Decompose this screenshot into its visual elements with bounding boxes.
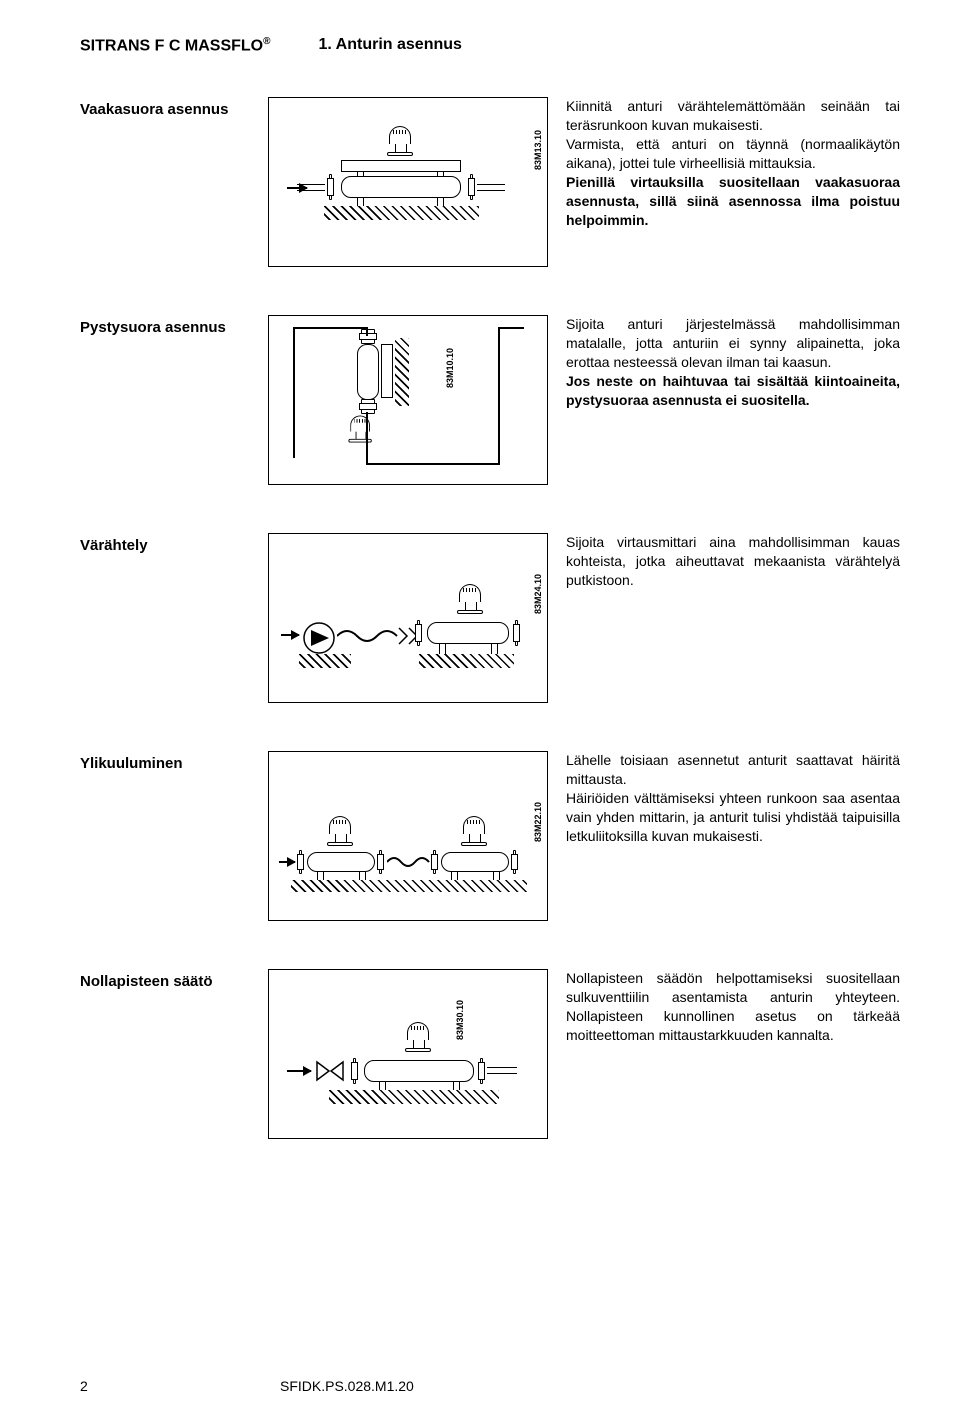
flange	[511, 854, 518, 870]
sensor-tube	[307, 852, 375, 872]
pump-icon	[301, 620, 337, 656]
figure-wrap: 83M24.10	[268, 533, 548, 703]
hatch-icon	[324, 206, 479, 220]
flange-left	[327, 178, 334, 196]
sensor-tube	[441, 852, 509, 872]
hatch-icon	[329, 1090, 499, 1104]
figure-horizontal: 83M13.10	[268, 97, 548, 267]
figure-crosstalk: 83M22.10	[268, 751, 548, 921]
sensor-head-icon	[389, 126, 413, 156]
page: SITRANS F C MASSFLO® 1. Anturin asennus …	[0, 0, 960, 1416]
flow-arrow-icon	[287, 1070, 311, 1072]
pipe-out	[487, 1067, 517, 1074]
hatch-icon	[291, 880, 527, 892]
section-label: Vaakasuora asennus	[80, 97, 250, 267]
registered-mark: ®	[263, 36, 270, 47]
desc-text: Nollapisteen säädön helpottamiseksi suos…	[566, 969, 900, 1045]
sensor-tube	[341, 176, 461, 198]
support-leg	[439, 644, 446, 654]
sensor-tube	[427, 622, 509, 644]
flex-pipe-icon	[337, 626, 417, 646]
section-description: Nollapisteen säädön helpottamiseksi suos…	[566, 969, 900, 1139]
section-label: Pystysuora asennus	[80, 315, 250, 485]
section-crosstalk: Ylikuuluminen 83M22.10	[80, 751, 900, 921]
page-number: 2	[80, 1378, 280, 1394]
section-description: Sijoita virtausmittari aina mahdollisimm…	[566, 533, 900, 703]
support-leg	[453, 1082, 460, 1090]
figure-code: 83M30.10	[455, 1000, 465, 1040]
desc-text: Sijoita anturi järjestelmässä mahdollisi…	[566, 315, 900, 372]
flex-coupling-icon	[387, 854, 431, 876]
product-name: SITRANS F C MASSFLO®	[80, 36, 270, 55]
section-label: Värähtely	[80, 533, 250, 703]
section-label: Ylikuuluminen	[80, 751, 250, 921]
sensor-head-icon	[459, 584, 483, 614]
desc-text: Pienillä virtauksilla suositellaan vaaka…	[566, 173, 900, 230]
figure-wrap: 83M22.10	[268, 751, 548, 921]
section-zero: Nollapisteen säätö 83M30.10	[80, 969, 900, 1139]
page-header: SITRANS F C MASSFLO® 1. Anturin asennus	[80, 36, 900, 55]
figure-code: 83M22.10	[533, 802, 543, 842]
flange-right	[513, 624, 520, 642]
hatch-icon	[419, 654, 514, 668]
figure-wrap: 83M10.10	[268, 315, 548, 485]
sensor-tube	[364, 1060, 474, 1082]
section-description: Lähelle toisiaan asennetut anturit saatt…	[566, 751, 900, 921]
figure-wrap: 83M30.10	[268, 969, 548, 1139]
chapter-title: 1. Anturin asennus	[318, 36, 461, 55]
flow-arrow-icon	[281, 634, 299, 636]
support-leg	[491, 644, 498, 654]
sensor-head-icon	[407, 1022, 431, 1052]
desc-text: Varmista, että anturi on täynnä (normaal…	[566, 135, 900, 173]
hatch-icon	[299, 654, 351, 668]
flange-left	[415, 624, 422, 642]
desc-text: Jos neste on haihtuvaa tai sisältää kiin…	[566, 372, 900, 410]
figure-vertical: 83M10.10	[268, 315, 548, 485]
sensor-head-icon	[463, 816, 487, 846]
flange	[377, 854, 384, 870]
section-description: Kiinnitä anturi värähtelemättömään seinä…	[566, 97, 900, 267]
figure-code: 83M13.10	[533, 130, 543, 170]
section-description: Sijoita anturi järjestelmässä mahdollisi…	[566, 315, 900, 485]
document-id: SFIDK.PS.028.M1.20	[280, 1378, 414, 1394]
section-horizontal: Vaakasuora asennus 83M13.10	[80, 97, 900, 267]
desc-text: Kiinnitä anturi värähtelemättömään seinä…	[566, 97, 900, 135]
flange-left	[351, 1062, 358, 1080]
flow-arrow-icon	[279, 861, 295, 863]
flange	[431, 854, 438, 870]
section-vertical: Pystysuora asennus 83M10.10	[80, 315, 900, 485]
support-leg	[493, 872, 500, 880]
figure-code: 83M24.10	[533, 574, 543, 614]
mount-plate	[341, 160, 461, 172]
product-text: SITRANS F C MASSFLO	[80, 37, 263, 54]
flange	[297, 854, 304, 870]
figure-wrap: 83M13.10	[268, 97, 548, 267]
support-leg	[379, 1082, 386, 1090]
section-label: Nollapisteen säätö	[80, 969, 250, 1139]
support-leg	[317, 872, 324, 880]
sensor-head-icon	[329, 816, 353, 846]
figure-vibration: 83M24.10	[268, 533, 548, 703]
pipe-out	[477, 184, 505, 191]
desc-text: Häiriöiden välttämiseksi yhteen runkoon …	[566, 789, 900, 846]
desc-text: Sijoita virtausmittari aina mahdollisimm…	[566, 533, 900, 590]
flange-right	[478, 1062, 485, 1080]
flow-arrow-icon	[287, 187, 307, 189]
support-leg	[359, 872, 366, 880]
page-footer: 2 SFIDK.PS.028.M1.20	[80, 1378, 900, 1394]
desc-text: Lähelle toisiaan asennetut anturit saatt…	[566, 751, 900, 789]
flange-right	[468, 178, 475, 196]
figure-zero: 83M30.10	[268, 969, 548, 1139]
pipe-loop-icon	[269, 316, 549, 486]
section-vibration: Värähtely 83M24.10	[80, 533, 900, 703]
support-leg	[451, 872, 458, 880]
valve-icon	[315, 1060, 345, 1082]
